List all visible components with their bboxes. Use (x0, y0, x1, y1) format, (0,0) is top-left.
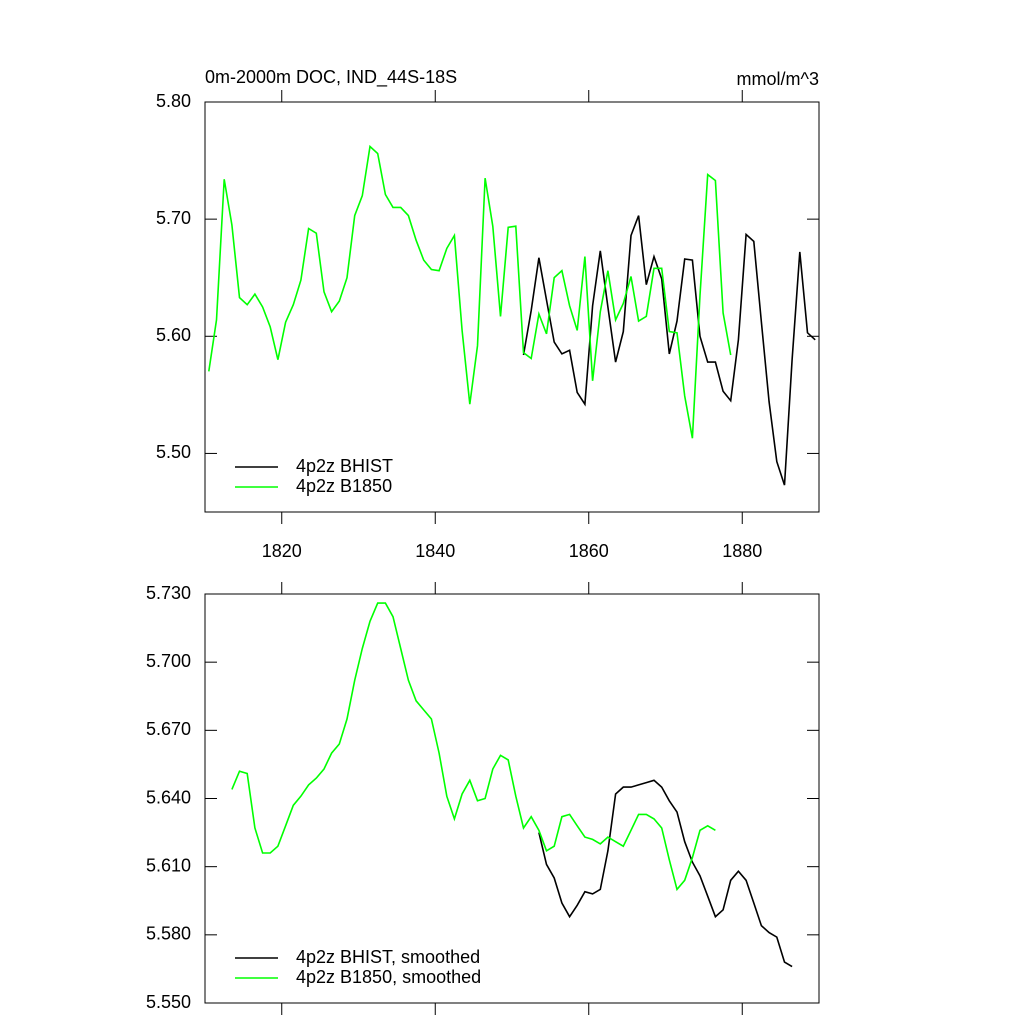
y-tick-label: 5.60 (156, 325, 191, 345)
legend-label: 4p2z BHIST (296, 456, 393, 476)
y-tick-label: 5.640 (146, 787, 191, 807)
x-tick-label: 1880 (722, 541, 762, 561)
y-tick-label: 5.700 (146, 651, 191, 671)
y-tick-label: 5.670 (146, 719, 191, 739)
x-tick-label: 1820 (262, 541, 302, 561)
plot-frame (204, 593, 820, 1004)
data-line (231, 602, 716, 892)
y-tick-label: 5.580 (146, 924, 191, 944)
y-tick-label: 5.80 (156, 91, 191, 111)
y-tick-label: 5.730 (146, 583, 191, 603)
legend-label: 4p2z B1850, smoothed (296, 967, 481, 987)
y-tick-label: 5.50 (156, 442, 191, 462)
x-tick-label: 1840 (415, 541, 455, 561)
chart-title: 0m-2000m DOC, IND_44S-18S (205, 67, 457, 88)
units-label: mmol/m^3 (737, 69, 819, 89)
plot-frame (204, 101, 820, 513)
data-line (522, 215, 816, 486)
x-tick-label: 1860 (569, 541, 609, 561)
data-line (208, 144, 732, 439)
y-tick-label: 5.610 (146, 855, 191, 875)
data-line (538, 779, 793, 968)
legend-label: 4p2z BHIST, smoothed (296, 947, 480, 967)
legend-label: 4p2z B1850 (296, 476, 392, 496)
y-tick-label: 5.70 (156, 208, 191, 228)
y-tick-label: 5.550 (146, 992, 191, 1012)
